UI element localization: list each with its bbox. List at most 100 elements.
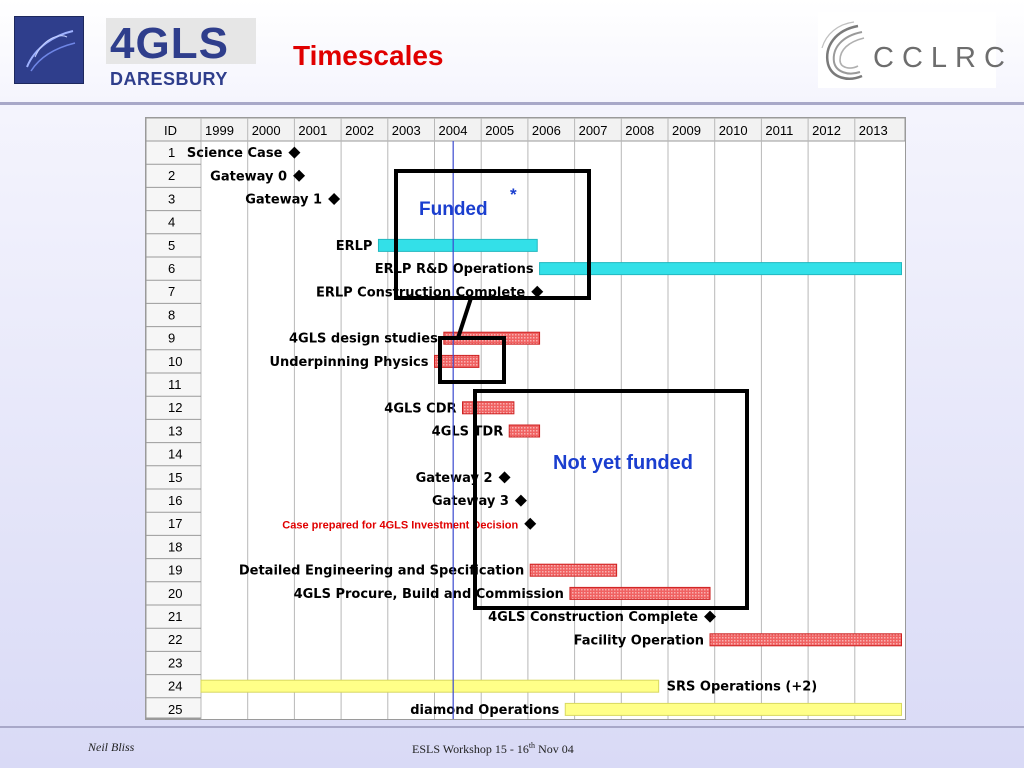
gantt-row-id: 7: [168, 284, 175, 299]
gantt-row-id: 24: [168, 679, 182, 694]
gantt-row-id: 11: [168, 377, 182, 392]
gantt-row-id: 9: [168, 331, 175, 346]
gantt-year-label: 2001: [298, 123, 327, 138]
gantt-task-label: Detailed Engineering and Specification: [239, 564, 524, 579]
gantt-year-label: 2007: [579, 123, 608, 138]
gantt-row-id: 10: [168, 354, 182, 369]
gantt-row-id: 2: [168, 168, 175, 183]
gantt-year-label: 2006: [532, 123, 561, 138]
gantt-task-bar: [200, 679, 660, 693]
gantt-task-label: 4GLS Procure, Build and Commission: [294, 587, 564, 602]
gantt-year-label: 2011: [765, 123, 793, 138]
gantt-task-label: Gateway 0: [210, 169, 287, 184]
gantt-year-label: 2009: [672, 123, 701, 138]
gantt-id-column: [146, 140, 202, 719]
gantt-task-label: diamond Operations: [410, 703, 559, 718]
gantt-milestone-diamond: [704, 610, 717, 623]
cclrc-swirl-icon: [821, 21, 865, 80]
gantt-milestone-diamond: [514, 494, 527, 507]
gantt-milestone-diamond: [524, 517, 537, 530]
gantt-year-label: 2013: [859, 123, 888, 138]
gantt-row-id: 25: [168, 702, 182, 717]
gantt-chart: ID 1999 2000 2001 2002 2003 2004 2005 2006 2007 20…: [145, 117, 906, 720]
logo-band: [106, 18, 256, 64]
gantt-task-label: Gateway 1: [245, 193, 322, 208]
gantt-header-row: [146, 118, 905, 142]
logo-4gls-text: 4GLS: [110, 19, 229, 68]
gantt-milestone-diamond: [328, 193, 341, 205]
gantt-row-id: 5: [168, 238, 175, 253]
gantt-row-id: 17: [168, 516, 182, 531]
footer-author: Neil Bliss: [88, 740, 135, 754]
gantt-milestone-diamond: [531, 285, 544, 298]
gantt-milestone-diamond: [288, 146, 301, 159]
gantt-milestone-diamond: [498, 471, 511, 484]
gantt-year-label: 2005: [485, 123, 514, 138]
gantt-task-label: 4GLS TDR: [432, 425, 504, 440]
gantt-task-label: Gateway 3: [432, 494, 509, 509]
gantt-task-bar: [529, 563, 618, 577]
gantt-row-id: 3: [168, 191, 175, 206]
gantt-row-id: 12: [168, 400, 182, 415]
gantt-task-label: 4GLS design studies: [289, 332, 438, 347]
cclrc-text: CCLRC: [873, 42, 1013, 74]
funded-connector: [456, 297, 473, 339]
gantt-row-id: 13: [168, 423, 182, 438]
gantt-year-label: 2000: [252, 123, 281, 138]
not-funded-box: [473, 389, 749, 610]
gantt-year-label: 2003: [392, 123, 421, 138]
gantt-task-label: Case prepared for 4GLS Investment Decisi…: [282, 519, 518, 531]
footer-event: ESLS Workshop 15 - 16th Nov 04: [412, 741, 574, 757]
gantt-task-label: ERLP R&D Operations: [375, 262, 534, 277]
gantt-row-id: 15: [168, 470, 182, 485]
header-divider: [0, 102, 1024, 105]
footer-event-suffix: Nov 04: [535, 742, 574, 756]
gantt-milestone-diamond: [293, 169, 306, 182]
gantt-task-label: Facility Operation: [574, 633, 704, 648]
gantt-row-id: 19: [168, 563, 182, 578]
logo-4gls-daresbury: 4GLS DARESBURY: [14, 14, 256, 88]
gantt-task-label: 4GLS Construction Complete: [488, 610, 698, 625]
gantt-task-bar: [434, 354, 480, 368]
gantt-year-label: 2012: [812, 123, 841, 138]
funded-box: [394, 169, 591, 300]
gantt-task-label: Science Case: [187, 146, 283, 161]
logo-cclrc: CCLRC: [818, 12, 1005, 88]
funded-asterisk: *: [510, 185, 517, 204]
gantt-row-id: 20: [168, 586, 182, 601]
funded-annotation: Funded: [419, 199, 488, 220]
gantt-year-label: 2010: [719, 123, 748, 138]
gantt-task-label: SRS Operations (+2): [667, 680, 818, 695]
gantt-row-id: 23: [168, 655, 182, 670]
gantt-task-bar: [564, 702, 902, 716]
gantt-task-bar: [508, 424, 541, 438]
footer-event-prefix: ESLS Workshop 15 - 16: [412, 742, 529, 756]
gantt-row-id: 6: [168, 261, 175, 276]
gantt-row-id: 22: [168, 632, 182, 647]
swirl-emblem-icon: [14, 16, 84, 84]
gantt-task-bar: [377, 238, 538, 252]
gantt-year-label: 2002: [345, 123, 374, 138]
not-funded-annotation: Not yet funded: [553, 452, 693, 474]
gantt-row-id: 18: [168, 539, 182, 554]
gantt-task-bar: [539, 262, 902, 276]
footer-divider: [0, 726, 1024, 728]
gantt-year-label: 1999: [205, 123, 234, 138]
gantt-task-label: Gateway 2: [416, 471, 493, 486]
logo-daresbury-text: DARESBURY: [110, 69, 228, 89]
gantt-row-id: 14: [168, 447, 182, 462]
gantt-row-id: 21: [168, 609, 182, 624]
gantt-task-label: Underpinning Physics: [269, 355, 428, 370]
slide-title: Timescales: [293, 40, 444, 71]
gantt-task-label: ERLP: [336, 239, 373, 254]
gantt-row-id: 8: [168, 307, 175, 322]
gantt-row-id: 1: [168, 145, 175, 160]
gantt-year-label: 2008: [625, 123, 654, 138]
gantt-svg: ID 1999 2000 2001 2002 2003 2004 2005 2006 2007 20…: [146, 118, 905, 719]
funded-physics-box: [438, 336, 506, 384]
gantt-task-label: 4GLS CDR: [384, 401, 456, 416]
gantt-task-bar: [462, 401, 515, 415]
gantt-row-id: 16: [168, 493, 182, 508]
gantt-row-id: 4: [168, 215, 175, 230]
gantt-year-label: 2004: [439, 123, 468, 138]
